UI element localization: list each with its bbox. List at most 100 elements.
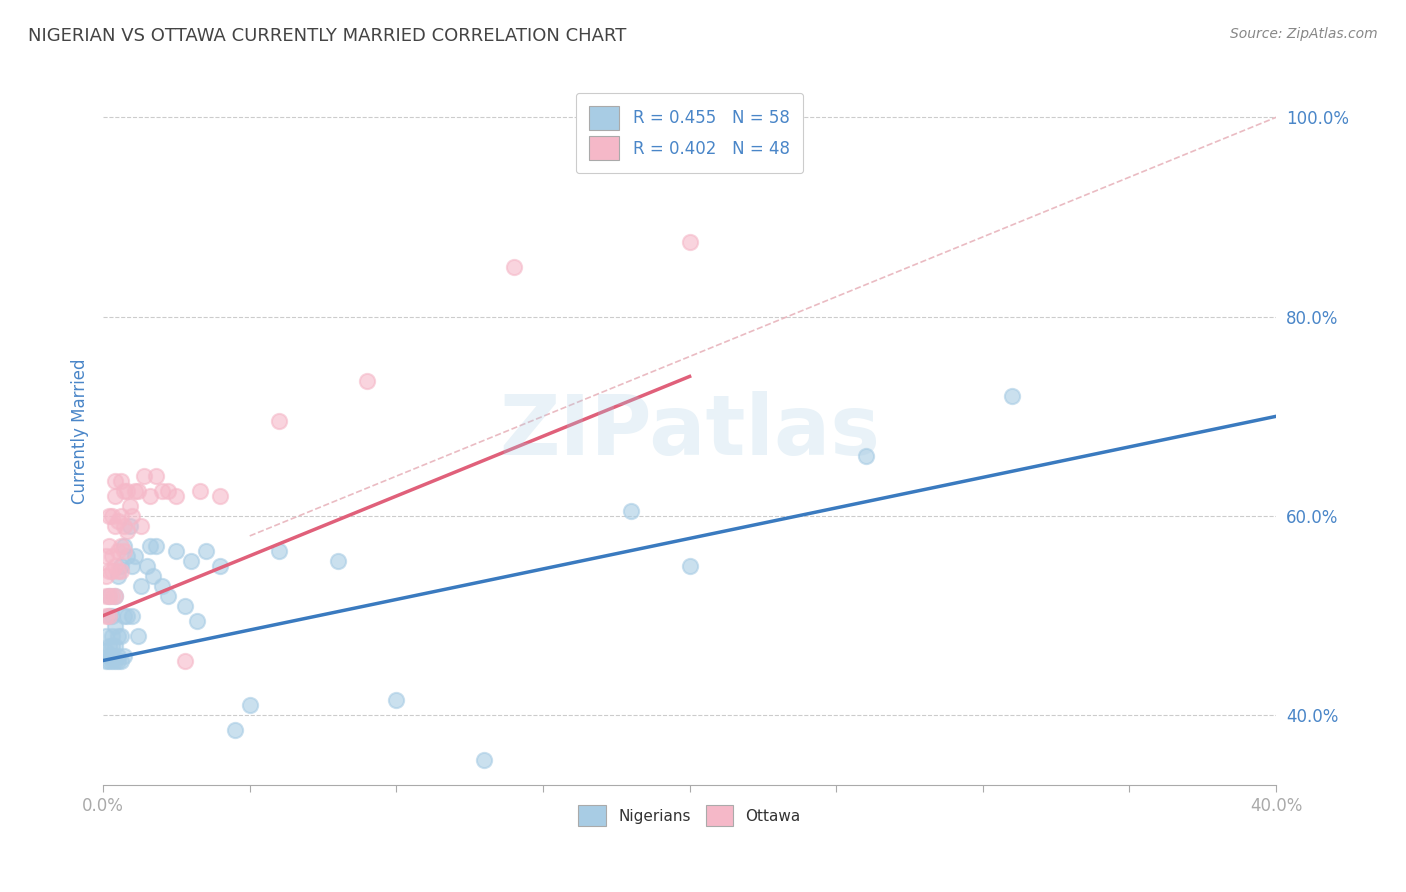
Point (121, 608, 143, 623)
Point (239, 698, 262, 713)
Point (209, 489, 232, 503)
Point (94, 569, 117, 583)
Point (127, 484, 149, 499)
Point (101, 564, 124, 578)
Point (142, 569, 165, 583)
Point (101, 608, 124, 623)
Point (139, 539, 162, 553)
Point (101, 648, 124, 663)
Point (101, 629, 124, 643)
Point (107, 653, 129, 667)
Point (110, 564, 132, 578)
Point (186, 614, 208, 628)
Point (110, 539, 132, 553)
Point (145, 469, 167, 483)
Point (101, 549, 124, 563)
Point (150, 579, 173, 593)
Point (678, 558, 700, 573)
Point (110, 558, 132, 573)
Point (118, 499, 141, 513)
Point (150, 484, 173, 499)
Point (107, 564, 129, 578)
Point (115, 524, 138, 538)
Point (104, 558, 127, 573)
Point (118, 519, 141, 533)
Point (678, 235, 700, 249)
Point (115, 484, 138, 499)
Point (107, 569, 129, 583)
Point (124, 549, 146, 563)
Point (385, 693, 408, 707)
Point (180, 554, 202, 568)
Text: NIGERIAN VS OTTAWA CURRENTLY MARRIED CORRELATION CHART: NIGERIAN VS OTTAWA CURRENTLY MARRIED COR… (28, 27, 627, 45)
Point (224, 723, 246, 738)
Point (1001, 389, 1024, 403)
Point (104, 653, 127, 667)
Legend: Nigerians, Ottawa: Nigerians, Ottawa (571, 797, 808, 834)
Point (94, 549, 117, 563)
Point (502, 260, 524, 274)
Point (267, 544, 290, 558)
Point (165, 544, 187, 558)
Point (156, 484, 179, 499)
Point (101, 589, 124, 603)
Point (174, 599, 197, 613)
Point (112, 608, 135, 623)
Point (98, 608, 121, 623)
Point (209, 558, 232, 573)
Point (124, 484, 146, 499)
Text: ZIPatlas: ZIPatlas (499, 391, 880, 472)
Point (110, 508, 132, 523)
Point (112, 539, 135, 553)
Point (98, 648, 121, 663)
Point (855, 449, 877, 463)
Point (98, 639, 121, 653)
Point (112, 484, 135, 499)
Point (104, 519, 127, 533)
Point (101, 653, 124, 667)
Point (115, 608, 138, 623)
Y-axis label: Currently Married: Currently Married (72, 359, 89, 504)
Point (194, 544, 217, 558)
Point (101, 639, 124, 653)
Point (620, 504, 643, 518)
Point (94, 643, 117, 657)
Point (101, 648, 124, 663)
Point (127, 629, 149, 643)
Text: Source: ZipAtlas.com: Source: ZipAtlas.com (1230, 27, 1378, 41)
Point (98, 564, 121, 578)
Point (356, 375, 378, 389)
Point (112, 544, 135, 558)
Point (94, 608, 117, 623)
Point (98, 653, 121, 667)
Point (98, 508, 121, 523)
Point (115, 549, 138, 563)
Point (112, 519, 135, 533)
Point (121, 558, 143, 573)
Point (101, 508, 124, 523)
Point (129, 519, 152, 533)
Point (267, 414, 290, 428)
Point (134, 469, 156, 483)
Point (472, 753, 495, 767)
Point (107, 544, 129, 558)
Point (110, 653, 132, 667)
Point (98, 589, 121, 603)
Point (94, 589, 117, 603)
Point (136, 558, 159, 573)
Point (104, 589, 127, 603)
Point (94, 653, 117, 667)
Point (129, 579, 152, 593)
Point (165, 489, 187, 503)
Point (139, 489, 162, 503)
Point (188, 484, 211, 499)
Point (145, 539, 167, 553)
Point (104, 589, 127, 603)
Point (107, 514, 129, 528)
Point (174, 653, 197, 667)
Point (104, 474, 127, 488)
Point (110, 474, 132, 488)
Point (98, 608, 121, 623)
Point (121, 508, 143, 523)
Point (107, 648, 129, 663)
